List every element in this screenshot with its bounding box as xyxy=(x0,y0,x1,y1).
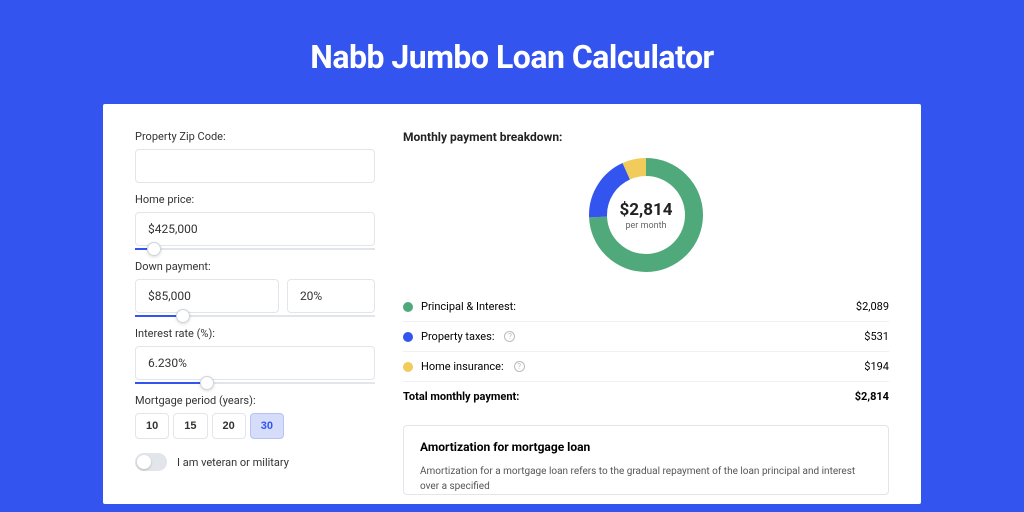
total-label: Total monthly payment: xyxy=(403,390,519,403)
zip-input[interactable] xyxy=(135,149,375,183)
down-payment-input[interactable] xyxy=(135,279,279,313)
breakdown-label: Home insurance: xyxy=(421,360,504,373)
breakdown-column: Monthly payment breakdown: $2,814 per mo… xyxy=(403,130,889,504)
mortgage-period-field: Mortgage period (years): 10152030 xyxy=(135,394,375,439)
breakdown-row: Principal & Interest: $2,089 xyxy=(403,292,889,322)
home-price-label: Home price: xyxy=(135,193,375,206)
zip-label: Property Zip Code: xyxy=(135,130,375,143)
donut-wrap: $2,814 per month xyxy=(403,156,889,274)
breakdown-row: Property taxes:? $531 xyxy=(403,322,889,352)
page-title: Nabb Jumbo Loan Calculator xyxy=(0,0,1024,104)
home-price-input[interactable] xyxy=(135,212,375,246)
breakdown-row: Home insurance:? $194 xyxy=(403,352,889,382)
breakdown-value: $2,089 xyxy=(856,300,889,313)
interest-rate-slider[interactable] xyxy=(135,382,375,384)
period-option-30[interactable]: 30 xyxy=(250,413,284,439)
info-icon[interactable]: ? xyxy=(504,331,515,342)
mortgage-period-label: Mortgage period (years): xyxy=(135,394,375,407)
breakdown-rows: Principal & Interest: $2,089 Property taxe… xyxy=(403,292,889,382)
interest-rate-field: Interest rate (%): xyxy=(135,327,375,384)
mortgage-period-options: 10152030 xyxy=(135,413,375,439)
breakdown-label: Principal & Interest: xyxy=(421,300,516,313)
donut-amount: $2,814 xyxy=(620,200,673,220)
period-option-20[interactable]: 20 xyxy=(212,413,246,439)
home-price-field: Home price: xyxy=(135,193,375,250)
home-price-slider[interactable] xyxy=(135,248,375,250)
legend-dot xyxy=(403,362,413,372)
period-option-10[interactable]: 10 xyxy=(135,413,169,439)
interest-rate-input[interactable] xyxy=(135,346,375,380)
down-payment-pct-input[interactable] xyxy=(287,279,375,313)
amortization-card: Amortization for mortgage loan Amortizat… xyxy=(403,425,889,495)
zip-field: Property Zip Code: xyxy=(135,130,375,183)
total-value: $2,814 xyxy=(855,390,889,403)
donut-chart: $2,814 per month xyxy=(587,156,705,274)
amortization-title: Amortization for mortgage loan xyxy=(420,440,872,454)
calculator-card: Property Zip Code: Home price: Down paym… xyxy=(103,104,921,504)
info-icon[interactable]: ? xyxy=(514,361,525,372)
legend-dot xyxy=(403,302,413,312)
breakdown-title: Monthly payment breakdown: xyxy=(403,130,889,144)
down-payment-slider[interactable] xyxy=(135,315,375,317)
veteran-label: I am veteran or military xyxy=(177,456,289,469)
interest-rate-label: Interest rate (%): xyxy=(135,327,375,340)
down-payment-field: Down payment: xyxy=(135,260,375,317)
donut-sub: per month xyxy=(625,221,666,231)
breakdown-value: $531 xyxy=(864,330,889,343)
amortization-text: Amortization for a mortgage loan refers … xyxy=(420,464,872,494)
legend-dot xyxy=(403,332,413,342)
form-column: Property Zip Code: Home price: Down paym… xyxy=(135,130,375,504)
veteran-row: I am veteran or military xyxy=(135,453,375,471)
veteran-toggle[interactable] xyxy=(135,453,167,471)
breakdown-value: $194 xyxy=(864,360,889,373)
donut-center: $2,814 per month xyxy=(587,156,705,274)
total-row: Total monthly payment: $2,814 xyxy=(403,382,889,411)
breakdown-label: Property taxes: xyxy=(421,330,494,343)
down-payment-label: Down payment: xyxy=(135,260,375,273)
period-option-15[interactable]: 15 xyxy=(173,413,207,439)
